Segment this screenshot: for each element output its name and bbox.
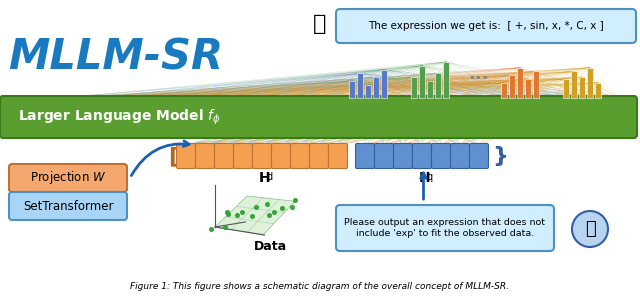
Bar xyxy=(509,75,515,98)
Point xyxy=(262,202,272,207)
Bar xyxy=(435,73,441,98)
Bar xyxy=(381,69,387,98)
Text: SetTransformer: SetTransformer xyxy=(23,200,113,212)
Point xyxy=(290,197,300,202)
Point xyxy=(222,210,232,215)
Text: 🧑: 🧑 xyxy=(584,220,595,238)
Bar xyxy=(443,62,449,98)
Bar xyxy=(365,85,371,98)
Bar xyxy=(563,79,569,98)
FancyBboxPatch shape xyxy=(271,143,291,168)
Point xyxy=(237,210,247,214)
FancyBboxPatch shape xyxy=(355,143,374,168)
Text: H: H xyxy=(259,171,270,185)
Text: Data: Data xyxy=(253,240,287,253)
Bar xyxy=(373,77,379,98)
FancyBboxPatch shape xyxy=(253,143,271,168)
Text: ...: ... xyxy=(468,65,488,83)
Bar xyxy=(533,71,539,98)
FancyBboxPatch shape xyxy=(310,143,328,168)
Text: H: H xyxy=(419,171,430,185)
Text: Language Instruction: Language Instruction xyxy=(349,204,499,217)
Point xyxy=(232,213,243,217)
Text: Please output an expression that does not
include 'exp' to fit the observed data: Please output an expression that does no… xyxy=(344,218,545,238)
FancyBboxPatch shape xyxy=(234,143,253,168)
FancyBboxPatch shape xyxy=(214,143,234,168)
Point xyxy=(269,210,279,215)
Bar xyxy=(419,66,425,98)
FancyBboxPatch shape xyxy=(394,143,413,168)
Point xyxy=(223,212,234,217)
FancyBboxPatch shape xyxy=(9,164,127,192)
Point xyxy=(220,224,230,229)
Bar xyxy=(571,71,577,98)
FancyBboxPatch shape xyxy=(431,143,451,168)
Text: Figure 1: This figure shows a schematic diagram of the overall concept of MLLM-S: Figure 1: This figure shows a schematic … xyxy=(131,282,509,291)
FancyBboxPatch shape xyxy=(291,143,310,168)
Point xyxy=(252,205,262,210)
Text: MLLM-SR: MLLM-SR xyxy=(8,37,223,79)
Bar xyxy=(349,81,355,98)
FancyBboxPatch shape xyxy=(195,143,214,168)
FancyBboxPatch shape xyxy=(0,96,637,138)
Text: q: q xyxy=(426,172,433,182)
FancyBboxPatch shape xyxy=(336,205,554,251)
Bar xyxy=(501,83,507,98)
FancyBboxPatch shape xyxy=(451,143,470,168)
Bar xyxy=(411,77,417,98)
Text: }: } xyxy=(492,146,508,166)
Bar xyxy=(587,68,593,98)
Point xyxy=(277,206,287,210)
Text: 🤖: 🤖 xyxy=(314,14,326,34)
FancyBboxPatch shape xyxy=(470,143,488,168)
FancyBboxPatch shape xyxy=(9,192,127,220)
FancyBboxPatch shape xyxy=(328,143,348,168)
Polygon shape xyxy=(215,196,295,235)
Text: d: d xyxy=(266,172,273,182)
Bar xyxy=(357,73,363,98)
Point xyxy=(247,213,257,218)
Bar xyxy=(427,81,433,98)
Bar xyxy=(595,83,601,98)
Bar xyxy=(579,77,585,98)
FancyBboxPatch shape xyxy=(336,9,636,43)
FancyBboxPatch shape xyxy=(374,143,394,168)
Bar xyxy=(525,79,531,98)
Point xyxy=(287,205,298,209)
Point xyxy=(264,213,275,217)
Text: Projection $W$: Projection $W$ xyxy=(30,170,106,187)
Text: The expression we get is:  [ +, sin, x, *, C, x ]: The expression we get is: [ +, sin, x, *… xyxy=(368,21,604,31)
Bar xyxy=(517,68,523,98)
Circle shape xyxy=(572,211,608,247)
Text: Larger Language Model $f_\phi$: Larger Language Model $f_\phi$ xyxy=(18,107,221,127)
FancyBboxPatch shape xyxy=(413,143,431,168)
Point xyxy=(205,226,216,231)
Text: [: [ xyxy=(168,146,178,166)
FancyBboxPatch shape xyxy=(177,143,195,168)
